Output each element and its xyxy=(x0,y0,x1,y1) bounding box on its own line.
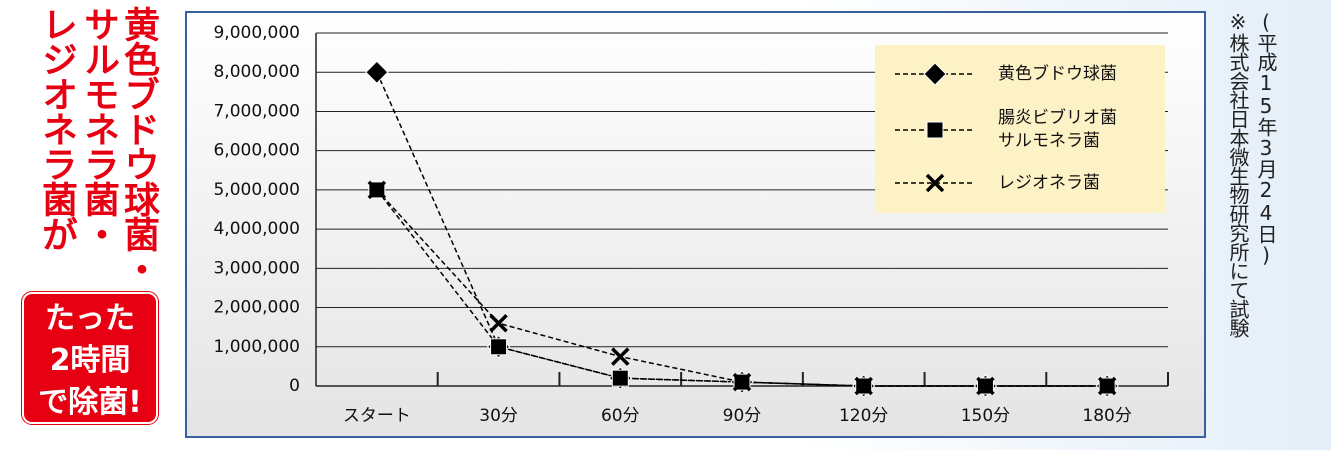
badge-line: 2時間 xyxy=(49,343,131,378)
y-tick-label: 5,000,000 xyxy=(213,180,300,200)
marker-stroke xyxy=(976,376,995,396)
badge: たった 2時間 で除菌! xyxy=(22,292,158,424)
marker-stroke xyxy=(925,173,945,193)
y-tick-label: 2,000,000 xyxy=(213,298,300,318)
date-note: (平成15年3月24日) xyxy=(1254,10,1278,266)
badge-line: で除菌! xyxy=(38,385,142,420)
x-tick-label: 120分 xyxy=(839,406,888,426)
marker xyxy=(976,376,995,396)
x-tick-label: 30分 xyxy=(479,406,518,426)
y-tick-label: 4,000,000 xyxy=(213,219,300,239)
marker-stroke xyxy=(732,372,752,392)
marker-stroke xyxy=(611,347,630,366)
legend-box xyxy=(875,45,1165,213)
x-tick-label: 60分 xyxy=(601,406,640,426)
marker xyxy=(490,338,508,356)
x-tick-label: 150分 xyxy=(961,406,1010,426)
marker xyxy=(611,369,629,387)
badge-line: たった xyxy=(45,301,135,336)
headline: レジオネラ菌が xyxy=(36,6,77,251)
legend-label: 腸炎ビブリオ菌 サルモネラ菌 xyxy=(998,108,1117,151)
y-tick-label: 1,000,000 xyxy=(213,337,300,357)
marker xyxy=(1097,376,1117,396)
y-tick-label: 0 xyxy=(289,376,300,396)
headline: 黄色ブドウ球菌・ xyxy=(118,6,159,286)
headline: サルモネラ菌・ xyxy=(78,6,119,251)
y-tick-label: 3,000,000 xyxy=(213,258,300,278)
marker-stroke xyxy=(367,180,387,200)
y-tick-label: 7,000,000 xyxy=(213,101,300,121)
y-tick-label: 6,000,000 xyxy=(213,141,300,161)
source-note: ※株式会社日本微生物研究所にて試験 xyxy=(1226,10,1250,337)
marker xyxy=(732,372,752,392)
legend-label: レジオネラ菌 xyxy=(998,172,1100,193)
marker xyxy=(365,60,389,84)
marker xyxy=(367,180,387,200)
y-tick-label: 8,000,000 xyxy=(213,62,300,82)
marker-stroke xyxy=(489,314,508,333)
marker-stroke xyxy=(854,376,873,396)
y-tick-label: 9,000,000 xyxy=(213,23,300,43)
marker xyxy=(925,173,945,193)
marker xyxy=(611,347,630,366)
marker-stroke xyxy=(1097,376,1117,396)
marker xyxy=(489,314,508,333)
marker xyxy=(926,121,944,139)
x-tick-label: スタート xyxy=(343,406,411,426)
x-tick-label: 90分 xyxy=(723,406,762,426)
x-tick-label: 180分 xyxy=(1082,406,1131,426)
marker xyxy=(854,376,873,396)
marker xyxy=(923,62,947,86)
legend-label: 黄色ブドウ球菌 xyxy=(998,63,1117,84)
